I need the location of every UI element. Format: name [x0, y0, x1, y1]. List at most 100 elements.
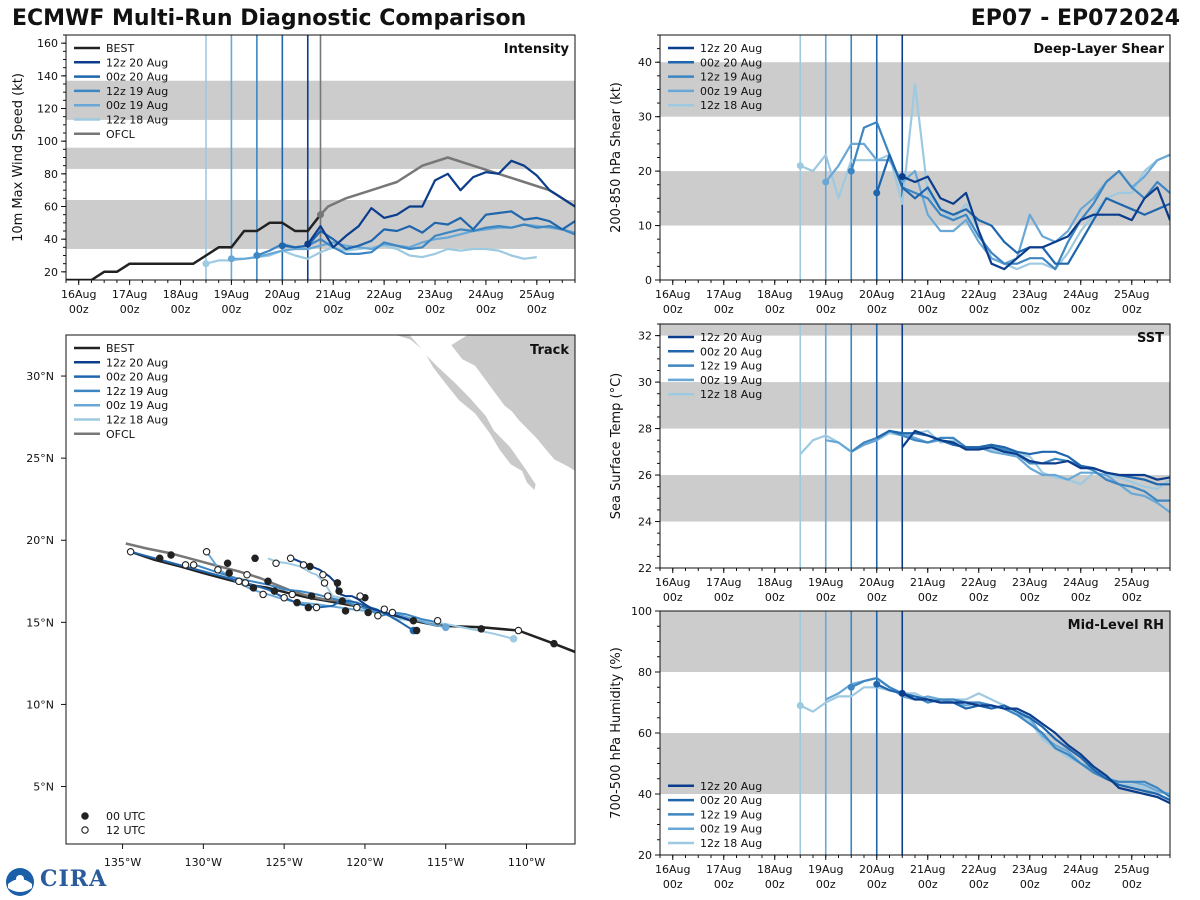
intensity-ytick-label: 40: [44, 233, 58, 246]
shear-xtick-label: 00z: [816, 303, 836, 316]
shear-xtick-label: 23Aug: [1012, 288, 1047, 301]
sst-xtick-label: 00z: [663, 591, 683, 604]
intensity-title: Intensity: [504, 42, 570, 57]
rh-xtick-label: 00z: [867, 878, 887, 891]
sst-xtick-label: 00z: [714, 591, 734, 604]
intensity-panel: 20 40 60 80 100 120 140 160 16Aug 00z 17Aug 00z 18Au…: [11, 34, 576, 316]
track-marker-legend-label: 12 UTC: [106, 824, 146, 837]
sst-title: SST: [1137, 331, 1164, 346]
intensity-xtick-label: 00z: [527, 303, 547, 316]
rh-init-point: [898, 689, 906, 697]
rh-xtick-label: 22Aug: [961, 863, 996, 876]
sst-xtick-label: 00z: [1122, 591, 1142, 604]
rh-legend-label: 12z 20 Aug: [700, 780, 762, 793]
intensity-ylabel: 10m Max Wind Speed (kt): [11, 73, 26, 242]
track-ytick-label: 10°N: [26, 698, 54, 711]
track-marker-12utc: [374, 612, 382, 620]
sst-legend-label: 00z 20 Aug: [700, 345, 762, 358]
track-marker-00utc: [251, 554, 259, 563]
shear-ytick-label: 30: [638, 111, 652, 124]
shear-init-point: [847, 167, 855, 175]
shear-series-12z-20-aug: [901, 175, 1170, 271]
track-frame: [65, 334, 576, 845]
track-panel: 5°N 10°N 15°N 20°N 25°N 30°N 135°W 130°W 125°W 12…: [26, 334, 576, 869]
intensity-xtick-label: 18Aug: [163, 288, 198, 301]
sst-xtick-label: 00z: [918, 591, 938, 604]
sst-xtick-label: 00z: [1020, 591, 1040, 604]
track-marker-00utc: [364, 608, 372, 617]
rh-ytick-label: 40: [638, 788, 652, 801]
track-legend-label: 12z 20 Aug: [106, 356, 168, 369]
track-xtick-label: 110°W: [508, 856, 545, 869]
shear-panel: 0 10 20 30 40 16Aug 00z 17Aug 00z 18Aug 00z 19Aug 00…: [609, 34, 1171, 316]
intensity-legend-label: 12z 19 Aug: [106, 85, 168, 98]
intensity-xtick-label: 00z: [272, 303, 292, 316]
rh-xtick-label: 23Aug: [1012, 863, 1047, 876]
track-marker-00utc: [155, 554, 164, 563]
intensity-init-point: [202, 260, 210, 268]
storm-id: EP07 - EP072024: [970, 6, 1180, 31]
track-marker-12utc: [514, 626, 523, 635]
track-marker-00utc: [338, 597, 347, 605]
shear-legend-label: 00z 19 Aug: [700, 85, 762, 98]
rh-xtick-label: 17Aug: [706, 863, 741, 876]
track-xtick-label: 135°W: [104, 856, 141, 869]
sst-series-12z-19-aug: [850, 429, 1170, 502]
track-ytick-label: 25°N: [26, 452, 54, 465]
shear-init-point: [796, 162, 804, 170]
rh-xtick-label: 00z: [663, 878, 683, 891]
intensity-xtick-label: 17Aug: [112, 288, 147, 301]
track-marker-legend-symbol: [81, 812, 89, 820]
track-marker-00utc: [477, 625, 486, 633]
intensity-xtick-label: 21Aug: [315, 288, 350, 301]
sst-xtick-label: 18Aug: [757, 576, 792, 589]
shear-xtick-label: 21Aug: [910, 288, 945, 301]
rh-xtick-label: 20Aug: [859, 863, 894, 876]
shear-xtick-label: 00z: [714, 303, 734, 316]
track-marker-12utc: [235, 577, 243, 586]
intensity-ytick-label: 120: [37, 103, 58, 116]
sst-xtick-label: 22Aug: [961, 576, 996, 589]
shear-xtick-label: 00z: [1122, 303, 1142, 316]
sst-xtick-label: 16Aug: [655, 576, 690, 589]
track-xtick-label: 130°W: [185, 856, 222, 869]
shear-xtick-label: 19Aug: [808, 288, 843, 301]
rh-init-point: [873, 680, 881, 688]
track-marker-00utc: [335, 587, 343, 595]
intensity-xtick-label: 16Aug: [61, 288, 96, 301]
shear-xtick-label: 18Aug: [757, 288, 792, 301]
track-legend-label: OFCL: [106, 428, 136, 441]
shear-legend-label: 12z 20 Aug: [700, 42, 762, 55]
track-marker-00utc: [270, 587, 279, 595]
track-marker-12utc: [241, 579, 250, 587]
track-marker-12utc: [299, 561, 308, 569]
rh-xtick-label: 16Aug: [655, 863, 690, 876]
rh-xtick-label: 00z: [918, 878, 938, 891]
shear-xtick-label: 22Aug: [961, 288, 996, 301]
track-marker-12utc: [324, 592, 332, 600]
shear-xtick-label: 00z: [969, 303, 989, 316]
intensity-legend-label: BEST: [106, 42, 134, 55]
track-marker-12utc: [286, 554, 295, 563]
track-marker-12utc: [259, 590, 267, 599]
track-legend-label: 00z 19 Aug: [106, 399, 168, 412]
sst-legend-label: 12z 20 Aug: [700, 331, 762, 344]
track-ytick-label: 5°N: [33, 781, 54, 794]
intensity-init-point: [278, 242, 286, 250]
rh-title: Mid-Level RH: [1068, 618, 1164, 633]
rh-ytick-label: 60: [638, 727, 652, 740]
track-marker-12utc: [126, 547, 135, 556]
track-xtick-label: 125°W: [265, 856, 302, 869]
track-marker-12utc: [181, 561, 190, 569]
track-legend-label: 12z 18 Aug: [106, 414, 168, 427]
track-marker-00utc: [412, 626, 421, 635]
intensity-legend-label: OFCL: [106, 128, 136, 141]
sst-ytick-label: 22: [638, 562, 652, 575]
sst-plot-area: [660, 324, 1170, 568]
track-marker-00utc: [223, 559, 232, 567]
sst-ytick-label: 24: [638, 516, 652, 529]
shear-plot-area: [660, 35, 1170, 280]
intensity-ytick-label: 140: [37, 70, 58, 83]
rh-band: [660, 611, 1170, 672]
